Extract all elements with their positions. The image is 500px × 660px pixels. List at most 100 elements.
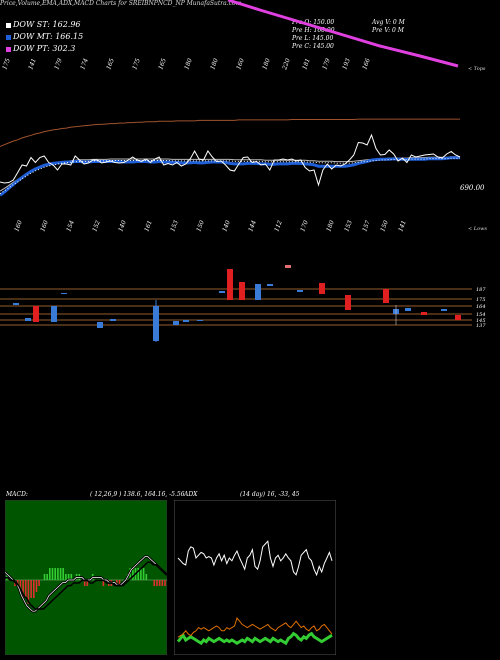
pre-volume: Pre V: 0 M [372,27,404,34]
minus-di-line [176,631,333,646]
bottom-tick-label: 170 [299,219,310,232]
top-tick-label: 179 [321,57,332,70]
bottom-tick-label: 160 [39,219,50,232]
top-tick-label: 175 [131,57,142,70]
top-tick-label: 165 [157,57,168,70]
adx-label: ADX [184,491,198,498]
legend-dow-st: DOW ST: 162.96 [6,20,81,29]
bottom-tick-label: 141 [397,220,407,233]
plus-di-line [177,616,333,638]
candle [383,289,389,303]
top-tick-label: 166 [361,57,372,70]
bottom-tick-label: 157 [361,219,372,232]
bottom-tick-label: 112 [273,219,284,232]
candle [183,320,189,322]
candle [455,315,461,320]
bottom-tick-label: 144 [247,219,258,232]
macd-values: ( 12,26,9 ) 138.6, 164.16, -5.56 [90,491,185,498]
legend-swatch-st [6,22,11,28]
candle [197,320,203,321]
bottom-tick-label: 161 [143,220,153,233]
legend-label-pt: DOW PT: 302.3 [13,44,76,53]
top-tick-label: 180 [209,57,220,70]
legend-swatch-pt [6,46,11,52]
legend-swatch-mt [6,34,11,40]
adx-line-highlight [177,540,333,577]
candle [61,293,67,294]
top-tick-label: 141 [27,58,37,71]
candle [441,309,447,311]
right-bottom-label: < Lows [468,226,487,232]
top-tick-label: 181 [301,58,311,71]
price-chart: < Tops < Lows 690.00 175 141 179 174 165 175 1… [0,0,487,342]
bottom-tick-label: 140 [221,219,232,232]
top-tick-label: 193 [341,57,352,70]
macd-label: MACD: [6,491,28,498]
support-label: 175 [476,297,486,303]
candle [405,308,411,311]
candle [110,319,116,321]
dow-pt-line [227,0,459,68]
adx-values: (14 day) 16, -33, 45 [240,491,300,498]
candle [255,284,261,300]
candle [319,283,325,294]
candle [267,284,273,286]
candle [239,282,245,300]
candle [421,312,427,315]
bottom-tick-label: 153 [343,219,354,232]
top-tick-label: 165 [105,57,116,70]
top-tick-label: 180 [183,57,194,70]
legend-dow-pt: DOW PT: 302.3 [6,44,75,53]
support-label: 145 [476,318,486,324]
support-label: 154 [476,312,486,318]
signal-line [5,561,167,610]
price-axis-label: 690.00 [460,184,485,192]
ema-short-line [0,156,460,197]
bottom-tick-label: 152 [91,219,102,232]
candle [33,306,39,322]
bottom-tick-labels: 160 160 154 152 140 161 153 150 140 144 112 170 180 1… [13,219,407,232]
support-label: 137 [476,323,486,329]
candle [297,290,303,292]
avg-volume: Avg V: 0 M [372,19,405,26]
bottom-tick-label: 154 [65,219,76,232]
candle [219,291,225,293]
right-top-label: < Tops [468,66,486,72]
ema-dotted-line [0,157,460,195]
bottom-tick-label: 140 [117,219,128,232]
bottom-tick-label: 160 [13,219,24,232]
bottom-tick-label: 153 [169,219,180,232]
candle [25,318,31,321]
ema-long-line [0,118,460,147]
ohlc-close: Pre C: 145.00 [292,43,334,50]
adx-chart [174,500,336,655]
chart-title: Price,Volume,EMA,ADX,MACD Charts for SRE… [0,0,242,7]
ohlc-low: Pre L: 145.00 [292,35,334,42]
close-price-line [0,133,461,187]
legend-label-st: DOW ST: 162.96 [13,20,81,29]
candle [227,269,233,300]
top-tick-labels: 175 141 179 174 165 175 165 180 180 160 180 220 181 1… [1,57,372,71]
legend-label-mt: DOW MT: 166.15 [13,32,84,41]
candle [285,265,291,268]
candlesticks [13,265,461,342]
top-tick-label: 175 [1,57,12,70]
ohlc-high: Pre H: 160.00 [292,27,335,34]
candle [51,306,57,322]
candle [173,321,179,325]
support-label: 187 [476,287,486,293]
legend-dow-mt: DOW MT: 166.15 [6,32,83,41]
candle [345,295,351,310]
top-tick-label: 174 [79,57,90,70]
candle [97,322,103,328]
top-tick-label: 220 [281,57,292,71]
bottom-tick-label: 150 [195,219,206,232]
top-tick-label: 179 [53,57,64,70]
macd-chart [5,500,167,655]
ohlc-open: Pre O: 150.00 [292,19,335,26]
top-tick-label: 180 [261,57,272,70]
top-tick-label: 160 [235,57,246,70]
bottom-tick-label: 180 [325,219,336,232]
candle [13,303,19,305]
